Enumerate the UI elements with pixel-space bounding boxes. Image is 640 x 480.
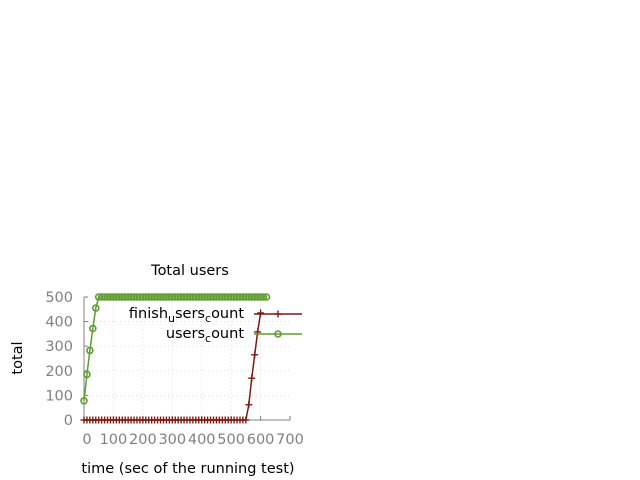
y-tick-label: 100 [45, 388, 73, 404]
data-point-finish [251, 351, 259, 359]
legend-text-part: ount [211, 326, 244, 342]
data-point-users [274, 330, 282, 338]
data-point-finish [242, 416, 250, 424]
data-point-users [91, 304, 100, 312]
y-tick-label: 400 [45, 315, 73, 331]
data-point-finish [257, 309, 265, 317]
y-ticks: 0 100 200 300 400 500 [45, 290, 88, 429]
chart-title: Total users [150, 263, 229, 279]
y-axis-label: total [10, 341, 26, 374]
data-point-finish [274, 310, 282, 318]
x-tick-label: 200 [129, 432, 157, 448]
legend-text-part: users [166, 326, 205, 342]
y-tick-label: 500 [45, 290, 73, 306]
data-point-users [83, 370, 91, 379]
x-tick-label: 500 [217, 432, 245, 448]
data-point-users [89, 324, 97, 333]
legend-text-part: sers [175, 306, 205, 322]
x-tick-label: 300 [158, 432, 186, 448]
legend-text-part: u [168, 312, 175, 325]
legend-text-part: c [205, 312, 211, 325]
data-point-users [259, 293, 268, 301]
legend-label-users: userscount [166, 326, 245, 345]
y-tick-label: 0 [64, 413, 73, 429]
x-tick-label: 100 [100, 432, 128, 448]
x-axis-label: time (sec of the running test) [81, 461, 294, 477]
x-tick-label: 0 [82, 432, 91, 448]
y-tick-label: 200 [45, 364, 73, 380]
x-ticks: 0 100 200 300 400 500 600 700 [82, 416, 304, 448]
series-group [80, 293, 271, 424]
legend-label-finish: finishuserscount [129, 306, 244, 325]
legend-text-part: ount [211, 306, 244, 322]
legend-text-part: finish [129, 306, 168, 322]
x-tick-label: 400 [188, 432, 216, 448]
data-point-users [262, 293, 271, 301]
legend-text-part: c [205, 332, 211, 345]
data-point-users [86, 346, 94, 355]
data-point-finish [245, 401, 253, 409]
y-tick-label: 300 [45, 339, 73, 355]
data-point-users [80, 397, 88, 405]
data-point-finish [248, 374, 256, 382]
x-tick-label: 700 [276, 432, 304, 448]
x-tick-label: 600 [247, 432, 275, 448]
